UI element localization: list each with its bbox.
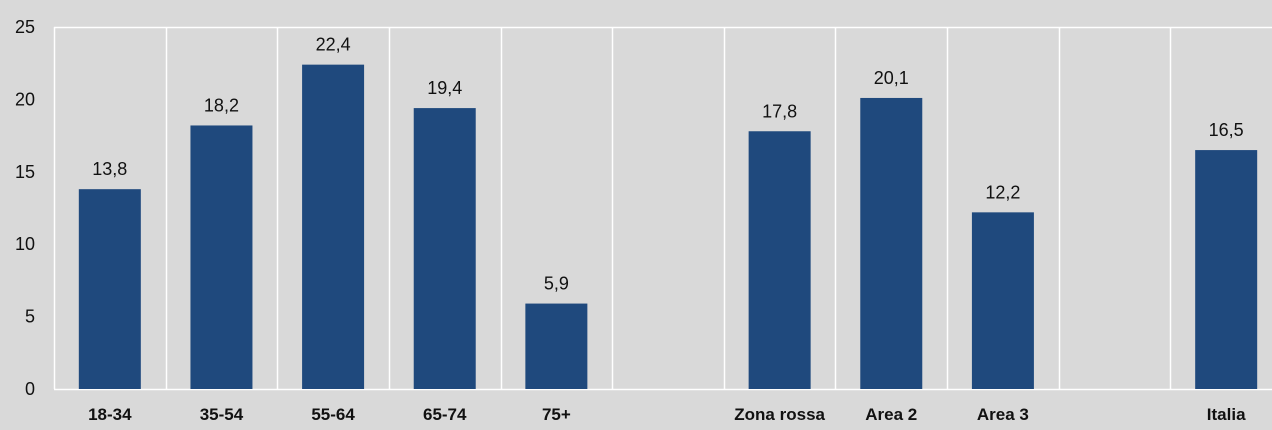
bar: [413, 108, 476, 389]
x-axis-category-labels: 18-34 35-54 55-64 65-74 75+ Zona rossa Area 2 A…: [88, 405, 1246, 424]
x-category-label: Italia: [1207, 405, 1246, 424]
data-label: 17,8: [762, 101, 797, 121]
bar: [78, 189, 141, 389]
y-axis-tick-labels: 0 5 10 15 20 25: [15, 17, 35, 399]
data-label: 18,2: [204, 95, 239, 115]
y-tick-label: 20: [15, 89, 35, 109]
chart-bars: [78, 64, 1258, 390]
x-category-label: 75+: [542, 405, 571, 424]
data-label: 19,4: [427, 78, 462, 98]
x-category-label: 65-74: [423, 405, 467, 424]
bar: [1195, 150, 1258, 389]
bar: [748, 131, 811, 390]
x-category-label: Area 2: [865, 405, 917, 424]
bar: [190, 125, 253, 390]
y-tick-label: 10: [15, 234, 35, 254]
x-category-label: 35-54: [200, 405, 244, 424]
bar: [525, 303, 588, 389]
data-label: 16,5: [1209, 120, 1244, 140]
x-category-label: 55-64: [311, 405, 355, 424]
y-tick-label: 15: [15, 162, 35, 182]
y-tick-label: 25: [15, 17, 35, 37]
data-label: 20,1: [874, 68, 909, 88]
data-label: 22,4: [316, 35, 351, 55]
chart-data-labels: 13,8 18,2 22,4 19,4 5,9 17,8 20,1 12,2 16,5: [92, 35, 1243, 294]
bar: [860, 97, 923, 390]
data-label: 12,2: [985, 182, 1020, 202]
y-tick-label: 5: [25, 307, 35, 327]
data-label: 13,8: [92, 159, 127, 179]
bar: [971, 212, 1034, 389]
x-category-label: Area 3: [977, 405, 1029, 424]
x-category-label: Zona rossa: [734, 405, 825, 424]
data-label: 5,9: [544, 274, 569, 294]
y-tick-label: 0: [25, 379, 35, 399]
x-category-label: 18-34: [88, 405, 132, 424]
chart-gridlines: [53, 26, 1272, 391]
bar: [302, 64, 365, 389]
